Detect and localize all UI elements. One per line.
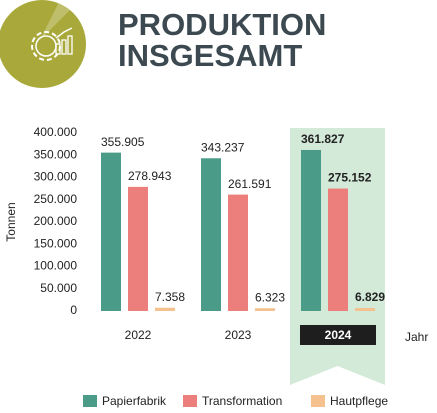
chart-title: INSGESAMT (118, 38, 302, 73)
legend-label: Transformation (202, 394, 282, 408)
data-label: 6.829 (355, 290, 385, 304)
data-label: 275.152 (328, 171, 372, 185)
x-tick-label: 2023 (225, 328, 252, 342)
data-label: 6.323 (255, 290, 285, 304)
y-tick-label: 100.000 (34, 259, 78, 273)
data-label: 278.943 (128, 169, 172, 183)
legend-label: Hautpflege (330, 394, 388, 408)
y-tick-label: 250.000 (34, 192, 78, 206)
y-tick-label: 150.000 (34, 236, 78, 250)
x-axis-label: Jahr (405, 330, 428, 344)
data-label: 7.358 (155, 290, 185, 304)
bar (301, 149, 321, 311)
bar (228, 194, 248, 311)
data-label: 355.905 (101, 135, 145, 149)
bar (201, 158, 221, 311)
legend-swatch (83, 395, 97, 407)
legend-swatch (311, 395, 325, 407)
y-axis-label: Tonnen (4, 202, 18, 241)
legend-swatch (183, 395, 197, 407)
y-tick-label: 200.000 (34, 214, 78, 228)
badge (0, 0, 86, 88)
data-label: 343.237 (201, 140, 245, 154)
bar (101, 152, 121, 311)
data-label: 261.591 (228, 177, 272, 191)
bar (355, 307, 375, 311)
data-label: 361.827 (301, 132, 345, 146)
highlight-label-box (300, 325, 376, 345)
y-tick-label: 300.000 (34, 170, 78, 184)
bar (328, 188, 348, 311)
bar (255, 308, 275, 311)
y-tick-label: 0 (70, 303, 77, 317)
legend-label: Papierfabrik (102, 394, 167, 408)
bar (155, 307, 175, 311)
chart-title: PRODUKTION (118, 7, 326, 42)
x-tick-label: 2024 (325, 328, 352, 342)
bar (128, 186, 148, 311)
y-tick-label: 400.000 (34, 125, 78, 139)
y-tick-label: 50.000 (40, 281, 77, 295)
x-tick-label: 2022 (125, 328, 152, 342)
y-tick-label: 350.000 (34, 147, 78, 161)
